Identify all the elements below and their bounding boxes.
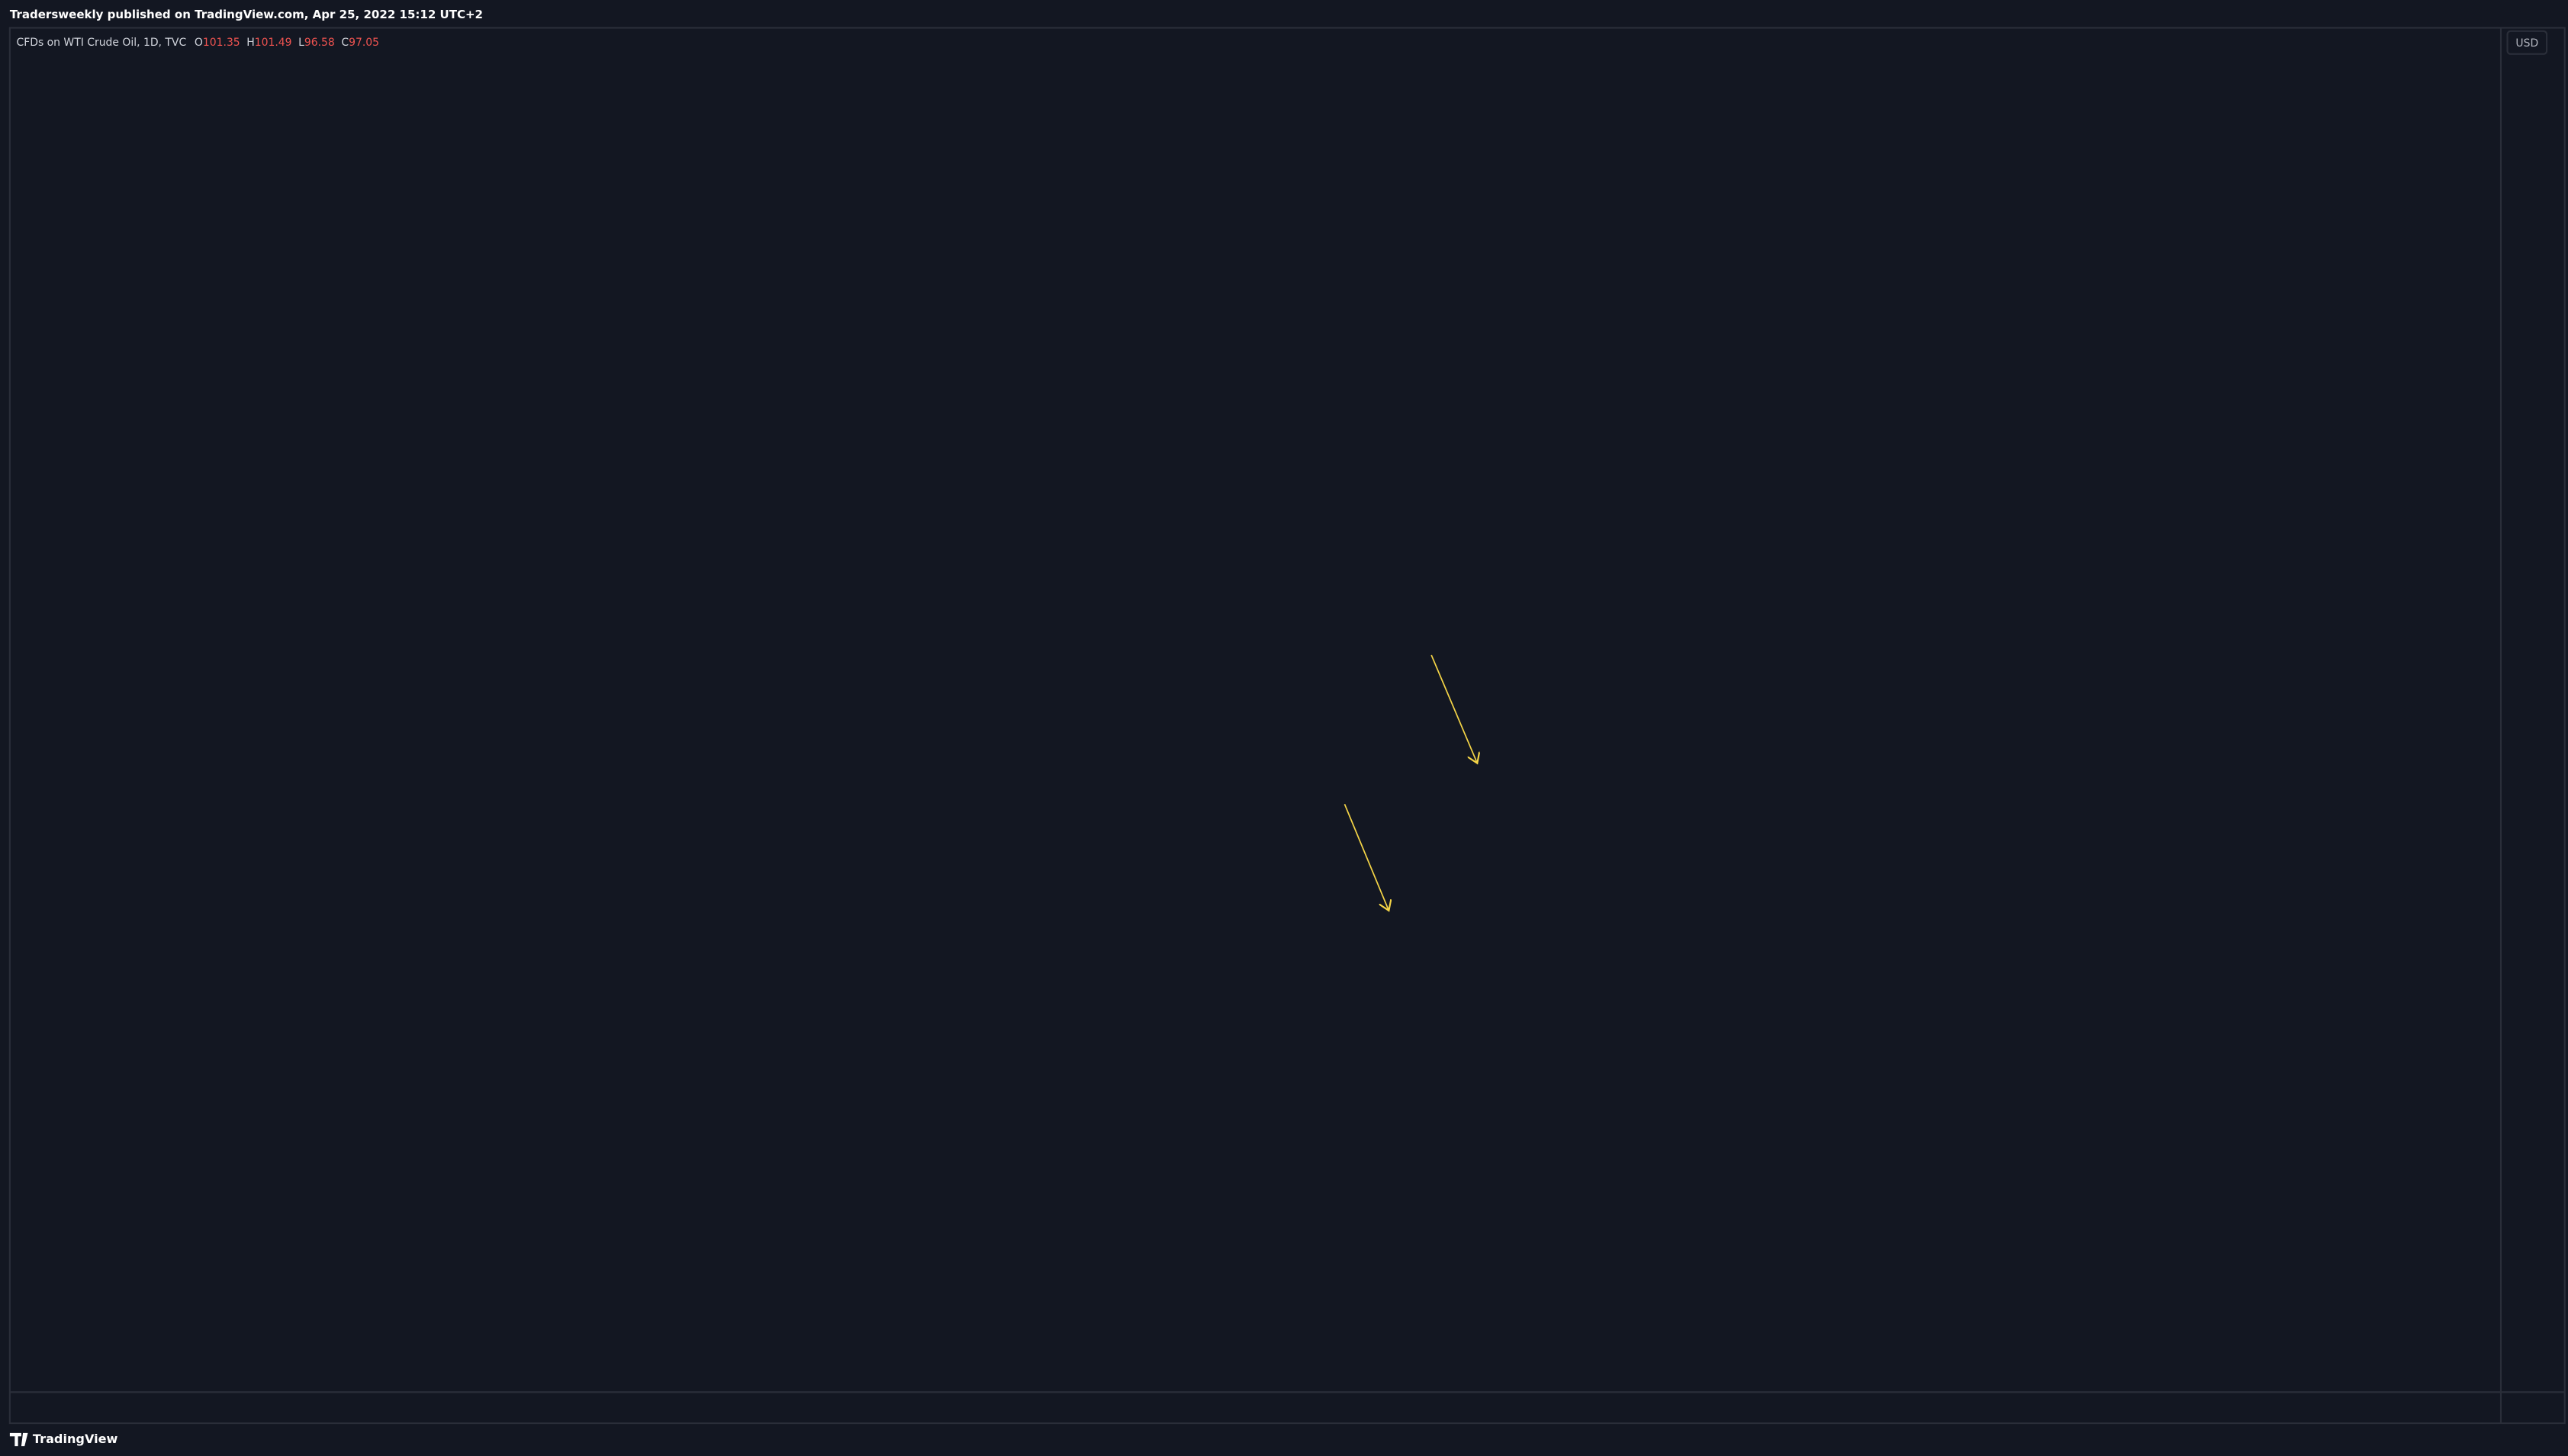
currency: USD [2515, 37, 2538, 50]
legend-label: L [298, 37, 304, 49]
footer: TradingView [9, 1432, 118, 1447]
legend: CFDs on WTI Crude Oil, 1D, TVC O101.35 H10… [16, 37, 379, 49]
legend-label: H [246, 37, 254, 49]
arrow [1430, 654, 1477, 763]
logo [9, 1432, 28, 1447]
arrow [1344, 804, 1389, 911]
legend-value: 101.49 [255, 37, 292, 49]
legend-label: C [341, 37, 349, 49]
frame [8, 27, 2566, 1425]
symbol: CFDs on WTI Crude Oil, 1D, TVC [16, 37, 186, 49]
legend-value: 96.58 [304, 37, 335, 49]
legend-value: 101.35 [203, 37, 240, 49]
legend-label: O [195, 37, 203, 49]
publisher: Tradersweekly published on TradingView.c… [10, 8, 483, 21]
currency-box [2506, 30, 2548, 55]
brand: TradingView [33, 1432, 118, 1446]
legend-value: 97.05 [349, 37, 379, 49]
